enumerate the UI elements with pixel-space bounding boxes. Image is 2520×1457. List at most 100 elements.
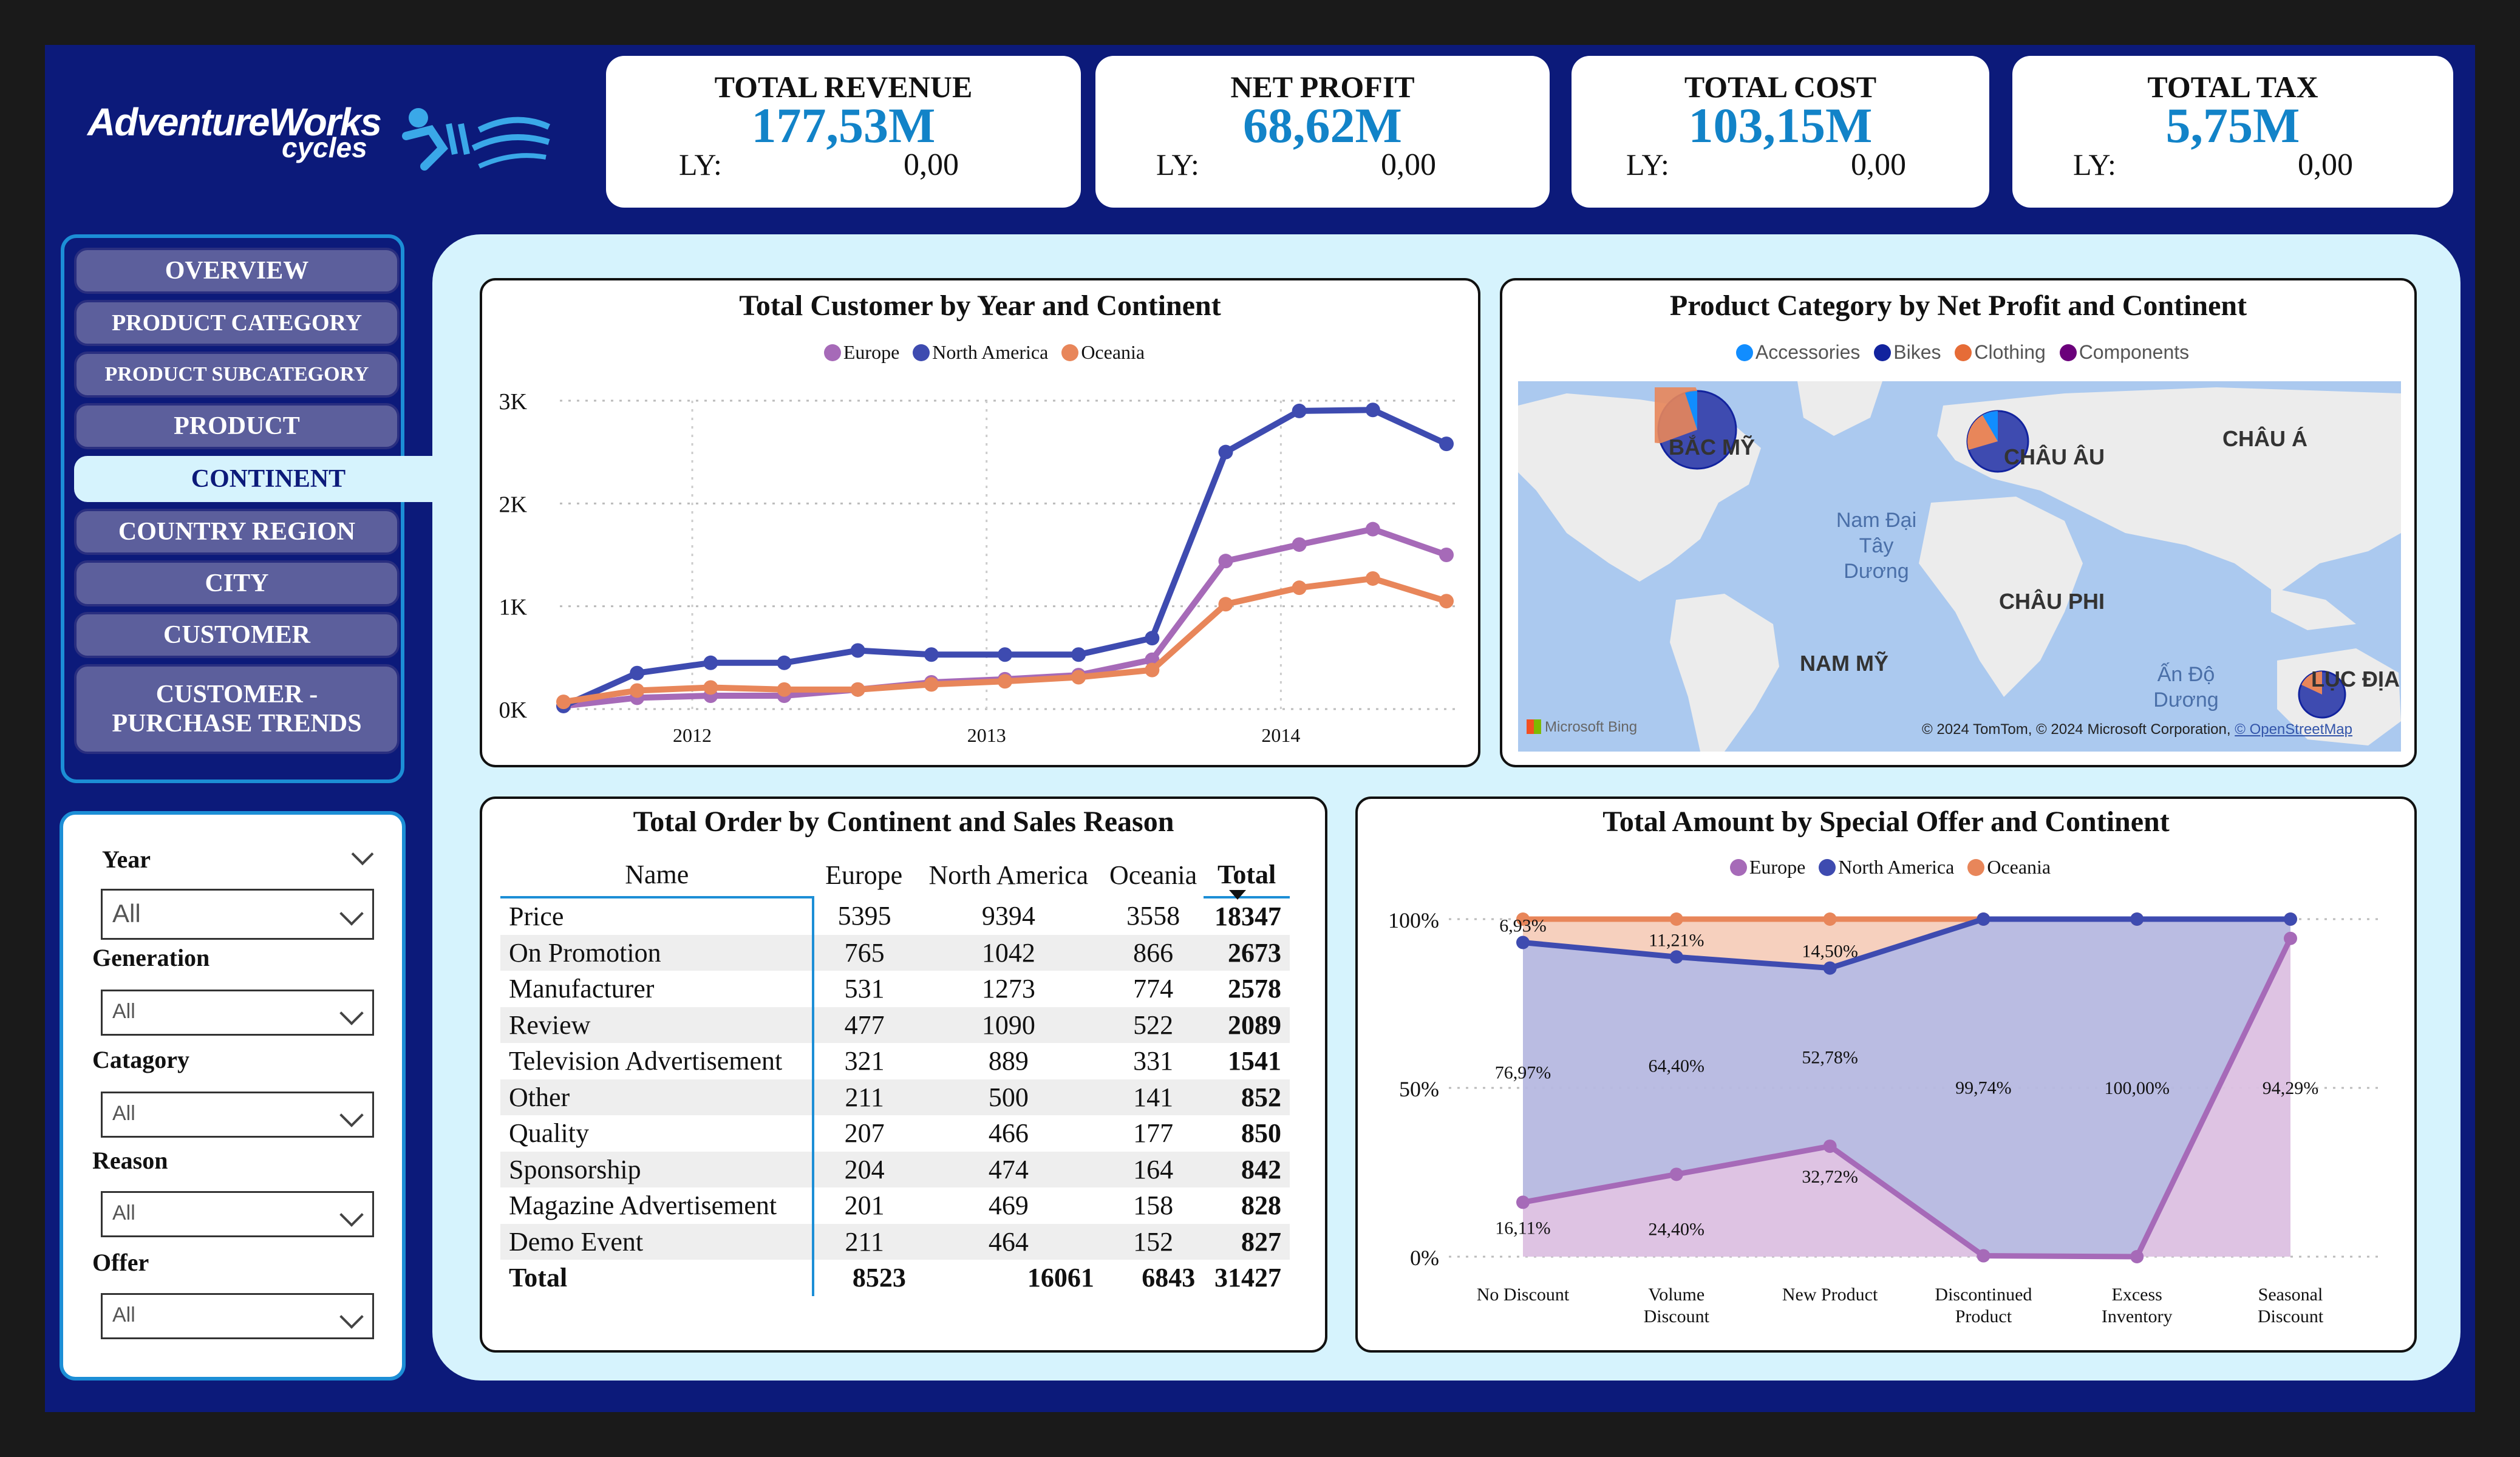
year-dropdown-toggle-icon[interactable] <box>351 843 374 866</box>
special-offer-area-chart-panel: Total Amount by Special Offer and Contin… <box>1355 796 2417 1353</box>
generation-select[interactable]: All <box>101 990 374 1036</box>
total-row-europe: 8523 <box>852 1263 906 1293</box>
table-row[interactable]: Price 5395 9394 3558 18347 <box>500 896 1290 935</box>
table-row[interactable]: Quality 207 466 177 850 <box>500 1115 1290 1152</box>
data-point <box>2130 1250 2144 1263</box>
data-point <box>703 655 718 670</box>
col-header-europe[interactable]: Europe <box>825 860 903 890</box>
offer-select[interactable]: All <box>101 1293 374 1339</box>
atlantic-line1: Nam Đại <box>1836 509 1917 532</box>
nav-continent-active[interactable]: CONTINENT <box>74 456 463 502</box>
map-title: Product Category by Net Profit and Conti… <box>1669 290 2247 322</box>
row-north-america: 466 <box>988 1118 1029 1149</box>
kpi-ly-label: LY: <box>679 148 722 182</box>
col-header-north-america[interactable]: North America <box>928 860 1089 890</box>
legend-accessories: Accessories <box>1755 341 1861 363</box>
table-title: Total Order by Continent and Sales Reaso… <box>633 806 1174 838</box>
x-category-label: No Discount <box>1477 1285 1570 1305</box>
row-total: 18347 <box>1214 902 1281 932</box>
kpi-title: NET PROFIT <box>1230 70 1415 104</box>
table-total-row[interactable]: Total 8523 16061 6843 31427 <box>500 1260 1290 1296</box>
data-point <box>2284 912 2297 926</box>
openstreetmap-link[interactable]: © OpenStreetMap <box>2235 721 2352 738</box>
y-tick-label: 1K <box>499 595 528 620</box>
nav-product-subcategory[interactable]: PRODUCT SUBCATEGORY <box>74 352 400 398</box>
x-category-label: Volume <box>1648 1285 1704 1305</box>
kpi-card-net-profit: NET PROFIT 68,62M LY: 0,00 <box>1095 56 1550 208</box>
data-label: 52,78% <box>1802 1047 1858 1067</box>
row-europe: 5395 <box>837 901 891 931</box>
filter-panel: Year All Generation All Catagory All Rea… <box>60 811 406 1381</box>
nav-customer-purchase-trends[interactable]: CUSTOMER - PURCHASE TRENDS <box>74 664 400 754</box>
total-row-oceania: 6843 <box>1142 1263 1196 1293</box>
y-tick-label: 3K <box>499 389 528 415</box>
row-total: 828 <box>1241 1190 1281 1221</box>
legend-clothing: Clothing <box>1974 341 2046 363</box>
table-row[interactable]: Television Advertisement 321 889 331 1541 <box>500 1043 1290 1079</box>
year-select-value: All <box>112 899 141 928</box>
microsoft-logo-icon <box>1527 719 1541 734</box>
legend-europe: Europe <box>1749 856 1806 878</box>
data-point <box>1218 554 1233 569</box>
nav-customer-trends-line2: PURCHASE TRENDS <box>112 710 362 738</box>
x-category-label: Excess <box>2112 1285 2162 1305</box>
year-select[interactable]: All <box>101 889 374 940</box>
category-select[interactable]: All <box>101 1092 374 1138</box>
chevron-down-icon <box>339 1103 364 1127</box>
table-row[interactable]: Magazine Advertisement 201 469 158 828 <box>500 1187 1290 1224</box>
offer-filter-label: Offer <box>92 1249 149 1276</box>
table-row[interactable]: Review 477 1090 522 2089 <box>500 1007 1290 1043</box>
table-header-row: Name Europe North America Oceania Total <box>500 852 1290 900</box>
data-point <box>1218 597 1233 612</box>
map-label-oceania: LỤC ĐỊA <box>2311 667 2400 691</box>
row-name: Sponsorship <box>500 1151 815 1187</box>
data-point <box>1292 580 1307 596</box>
table-row[interactable]: Demo Event 211 464 152 827 <box>500 1223 1290 1260</box>
data-point <box>777 655 792 670</box>
row-oceania: 331 <box>1133 1046 1174 1076</box>
total-row-total: 31427 <box>1214 1263 1281 1293</box>
y-tick-label: 100% <box>1388 908 1439 932</box>
nav-country-region[interactable]: COUNTRY REGION <box>74 509 400 555</box>
generation-select-value: All <box>112 1000 135 1023</box>
map-area[interactable]: BẮC MỸ CHÂU ÂU CHÂU Á CHÂU PHI NAM MỸ LỤ… <box>1518 381 2401 752</box>
pie-north-america-icon <box>1655 387 1737 470</box>
indian-line2: Dương <box>2153 688 2219 712</box>
pie-europe-icon <box>1966 410 2029 473</box>
data-point <box>1516 912 1530 926</box>
row-north-america: 469 <box>988 1190 1029 1221</box>
data-point <box>850 643 865 658</box>
data-point <box>1516 1195 1530 1209</box>
nav-overview[interactable]: OVERVIEW <box>74 248 400 294</box>
legend-north-america: North America <box>932 341 1049 363</box>
nav-customer[interactable]: CUSTOMER <box>74 612 400 658</box>
data-point <box>1823 912 1837 926</box>
table-row[interactable]: Other 211 500 141 852 <box>500 1079 1290 1115</box>
data-point <box>1977 912 1990 926</box>
chevron-down-icon <box>339 902 364 926</box>
col-header-total[interactable]: Total <box>1204 852 1290 900</box>
table-row[interactable]: Manufacturer 531 1273 774 2578 <box>500 971 1290 1007</box>
kpi-ly-value: 0,00 <box>1381 148 1436 182</box>
row-oceania: 522 <box>1102 1007 1204 1043</box>
row-oceania: 177 <box>1133 1118 1174 1149</box>
nav-product[interactable]: PRODUCT <box>74 403 400 449</box>
data-point <box>1439 436 1454 452</box>
reason-select[interactable]: All <box>101 1191 374 1237</box>
x-tick-label: 2012 <box>673 724 712 746</box>
col-header-total-label: Total <box>1217 859 1276 889</box>
area-europe <box>1523 938 2290 1257</box>
table-row[interactable]: Sponsorship 204 474 164 842 <box>500 1151 1290 1187</box>
generation-filter-label: Generation <box>92 944 210 971</box>
legend-oceania-marker <box>1061 344 1079 361</box>
table-row[interactable]: On Promotion 765 1042 866 2673 <box>500 934 1290 971</box>
legend-oceania-marker <box>1967 859 1985 876</box>
col-header-name[interactable]: Name <box>625 859 689 889</box>
map-legend: Accessories Bikes Clothing Components <box>1502 341 2414 364</box>
row-europe: 765 <box>813 934 914 971</box>
row-name: Price <box>500 896 815 935</box>
nav-city[interactable]: CITY <box>74 560 400 606</box>
row-name: Review <box>500 1007 815 1043</box>
col-header-oceania[interactable]: Oceania <box>1109 860 1197 890</box>
nav-product-category[interactable]: PRODUCT CATEGORY <box>74 300 400 346</box>
